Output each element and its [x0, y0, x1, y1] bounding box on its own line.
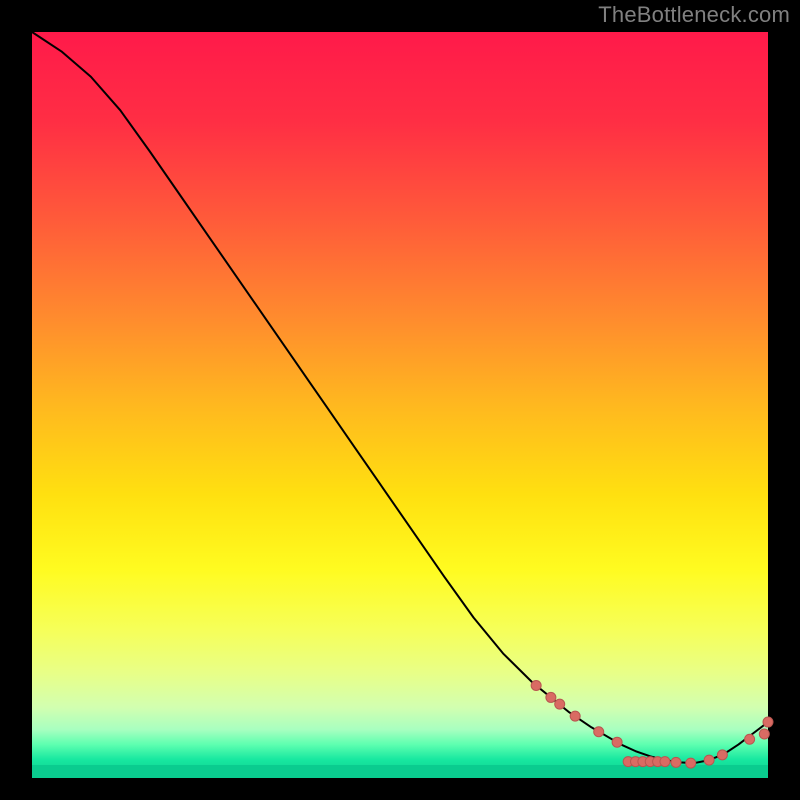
chart-data-marker [686, 758, 696, 768]
chart-data-marker [745, 734, 755, 744]
chart-gradient-background [32, 32, 768, 778]
chart-data-marker [594, 727, 604, 737]
chart-stage: TheBottleneck.com [0, 0, 800, 800]
chart-data-marker [531, 681, 541, 691]
watermark-label: TheBottleneck.com [598, 2, 790, 28]
chart-data-marker [717, 750, 727, 760]
chart-data-marker [763, 717, 773, 727]
chart-data-marker [612, 737, 622, 747]
chart-svg [0, 0, 800, 800]
chart-data-marker [671, 757, 681, 767]
chart-data-marker [570, 711, 580, 721]
chart-data-marker [704, 755, 714, 765]
chart-data-marker [660, 757, 670, 767]
chart-data-marker [555, 699, 565, 709]
chart-data-marker [546, 692, 556, 702]
chart-data-marker [759, 729, 769, 739]
